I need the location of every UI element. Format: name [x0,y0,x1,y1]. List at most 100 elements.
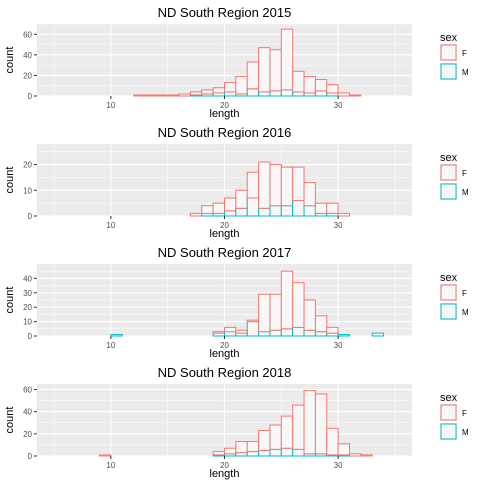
bar-M [235,207,248,217]
bar-M [292,91,305,97]
facet-panel-3: ND South Region 2017 10 20 30 0 10 20 30 40 lengt… [4,245,469,360]
bar-F [303,75,316,94]
bar-F [326,84,339,94]
x-tick-label: 30 [334,461,343,470]
bar-F [258,293,271,333]
bar-M [337,334,350,337]
x-tick-label: 10 [106,101,115,110]
bar-F [269,293,282,331]
legend-label-F: F [462,289,467,298]
y-tick-label: 40 [23,408,32,417]
bar-F [212,87,226,94]
bar-F [235,441,248,454]
bar-F [224,82,237,93]
bar-F [258,430,271,451]
legend-key-M [440,303,457,320]
bar-F [201,205,214,214]
y-tick-label: 10 [23,318,32,327]
y-tick-label: 20 [23,161,32,170]
bar-F [303,182,316,207]
bar-M [314,331,328,337]
bar-F [235,75,248,95]
bar-M [110,334,123,337]
bar-F [212,202,226,214]
y-tick-label: 60 [23,30,32,39]
bar-F [337,92,350,97]
bar-F [326,202,339,214]
bar-F [212,451,226,456]
y-tick-label: 0 [28,332,33,341]
legend-label-M: M [462,308,469,317]
bar-F [258,161,271,209]
bar-F [224,447,237,455]
x-axis-title: length [210,108,240,120]
bar-M [280,205,294,217]
bar-M [303,205,316,217]
x-tick-label: 20 [220,221,229,230]
y-tick-label: 20 [23,303,32,312]
bar-M [269,205,282,217]
bar-F [246,319,260,323]
bar-F [360,454,373,457]
bar-M [292,326,305,337]
bar-F [212,331,226,334]
bar-M [258,207,271,217]
bar-F [246,441,260,453]
bar-F [337,443,350,456]
legend-label-F: F [462,409,467,418]
panel-title: ND South Region 2015 [158,5,292,20]
bar-F [201,89,214,95]
legend-key-F [440,404,457,421]
y-axis-title: count [4,287,16,314]
bar-F [326,326,339,334]
bar-F [280,270,294,330]
bar-F [235,329,248,334]
legend-title: sex [440,152,458,164]
legend: sex F M [440,32,469,80]
bar-F [269,424,282,450]
legend-key-F [440,284,457,301]
y-tick-label: 0 [28,212,33,221]
bar-F [292,70,305,93]
bar-F [292,282,305,328]
bar-M [314,90,328,97]
bar-F [280,28,294,91]
bar-F [224,326,237,333]
bar-F [314,315,328,333]
legend-label-M: M [462,428,469,437]
legend-title: sex [440,272,458,284]
x-tick-label: 20 [220,101,229,110]
facet-panel-4: ND South Region 2018 10 20 30 0 20 40 60 length c… [4,365,469,480]
y-axis-title: count [4,47,16,74]
legend-key-M [440,423,457,440]
y-axis-title: count [4,167,16,194]
bar-F [326,427,339,456]
legend-key-M [440,63,457,80]
bar-M [292,448,305,457]
bar-F [189,91,203,96]
y-tick-label: 20 [23,430,32,439]
bar-F [178,93,191,97]
bar-F [224,197,237,212]
bar-M [280,89,294,97]
legend: sex F M [440,152,469,200]
panel-title: ND South Region 2017 [158,245,292,260]
x-tick-label: 20 [220,461,229,470]
bar-F [167,94,180,97]
bar-F [269,164,282,207]
x-tick-label: 10 [106,221,115,230]
legend-title: sex [440,392,458,404]
y-tick-label: 30 [23,289,32,298]
x-tick-label: 20 [220,341,229,350]
bar-F [314,393,328,455]
legend-key-F [440,44,457,61]
x-tick-label: 10 [106,341,115,350]
bar-M [258,91,271,97]
x-axis-title: length [210,468,240,480]
bar-M [224,331,237,337]
legend-label-F: F [462,49,467,58]
bar-F [337,212,350,217]
x-tick-label: 30 [334,221,343,230]
